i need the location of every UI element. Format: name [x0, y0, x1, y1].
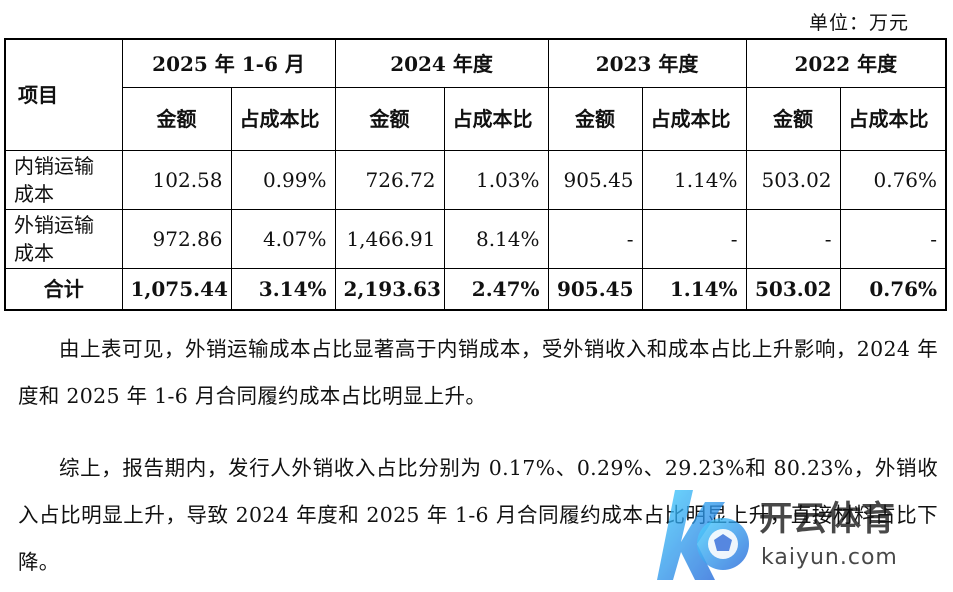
transport-cost-table: 项目 2025 年 1-6 月 2024 年度 2023 年度 2022 年度 …: [4, 38, 948, 311]
table-row: 外销运输成本 972.86 4.07% 1,466.91 8.14% - - -…: [4, 209, 947, 269]
total-cell: 0.76%: [839, 268, 947, 311]
watermark-brand-cn: 开云体育: [759, 499, 895, 539]
total-cell: 905.45: [547, 268, 643, 311]
table-cell: -: [839, 209, 947, 269]
ratio-header: 占成本比: [839, 87, 947, 151]
period-header: 2023 年度: [547, 38, 747, 88]
row-label: 内销运输成本: [4, 150, 123, 210]
watermark-brand-url: kaiyun.com: [761, 545, 898, 570]
header-row-periods: 项目 2025 年 1-6 月 2024 年度 2023 年度 2022 年度: [4, 38, 947, 151]
header-row-sub: 金额 占成本比 金额 占成本比 金额 占成本比 金额 占成本比: [5, 87, 947, 151]
table-cell: 1.14%: [641, 150, 747, 210]
table-cell: 503.02: [745, 150, 841, 210]
table-cell: 905.45: [547, 150, 643, 210]
amount-header: 金额: [121, 87, 232, 151]
table-cell: 726.72: [334, 150, 445, 210]
table-cell: 4.07%: [230, 209, 336, 269]
ratio-header: 占成本比: [641, 87, 747, 151]
total-cell: 1.14%: [641, 268, 747, 311]
table-cell: 102.58: [121, 150, 232, 210]
table-cell: -: [641, 209, 747, 269]
period-header: 2024 年度: [334, 38, 549, 88]
table-cell: 8.14%: [443, 209, 549, 269]
unit-label: 单位：万元: [808, 12, 909, 34]
table-cell: -: [745, 209, 841, 269]
total-label: 合计: [4, 268, 123, 311]
total-cell: 3.14%: [230, 268, 336, 311]
amount-header: 金额: [745, 87, 841, 151]
table-cell: -: [547, 209, 643, 269]
table-cell: 1.03%: [443, 150, 549, 210]
table-cell: 0.99%: [230, 150, 336, 210]
ratio-header: 占成本比: [230, 87, 336, 151]
row-label: 外销运输成本: [4, 209, 123, 269]
project-header: 项目: [4, 38, 123, 151]
period-header: 2022 年度: [745, 38, 947, 88]
table-cell: 0.76%: [839, 150, 947, 210]
total-cell: 2,193.63: [334, 268, 445, 311]
table-cell: 972.86: [121, 209, 232, 269]
period-header: 2025 年 1-6 月: [121, 38, 336, 88]
amount-header: 金额: [547, 87, 643, 151]
total-cell: 2.47%: [443, 268, 549, 311]
paragraph: 综上，报告期内，发行人外销收入占比分别为 0.17%、0.29%、29.23%和…: [18, 456, 938, 574]
total-cell: 503.02: [745, 268, 841, 311]
paragraph: 由上表可见，外销运输成本占比显著高于内销成本，受外销收入和成本占比上升影响，20…: [18, 337, 938, 408]
table-row: 内销运输成本 102.58 0.99% 726.72 1.03% 905.45 …: [4, 150, 947, 210]
total-cell: 1,075.44: [121, 268, 232, 311]
ratio-header: 占成本比: [443, 87, 549, 151]
table-cell: 1,466.91: [334, 209, 445, 269]
amount-header: 金额: [334, 87, 445, 151]
kaiyun-logo-icon: 开云体育 kaiyun.com: [657, 490, 898, 580]
watermark-logo: 开云体育 kaiyun.com: [653, 482, 953, 588]
total-row: 合计 1,075.44 3.14% 2,193.63 2.47% 905.45 …: [4, 268, 947, 311]
